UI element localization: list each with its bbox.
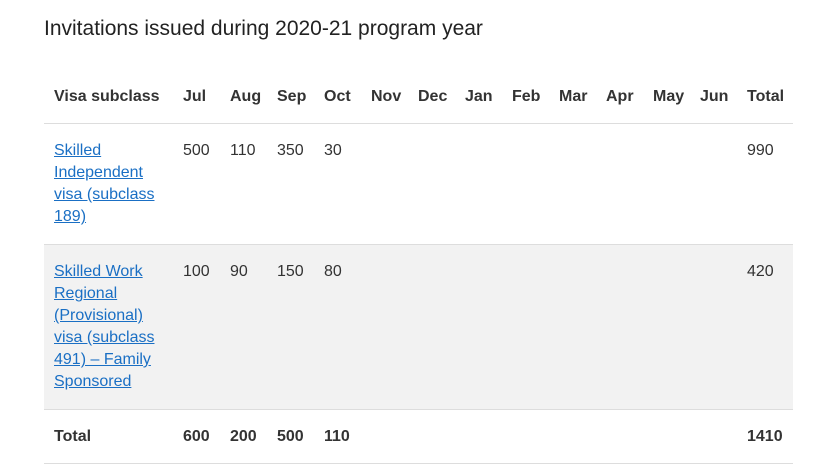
header-cell: Jul — [173, 70, 220, 124]
month-cell: 350 — [267, 123, 314, 245]
month-cell — [408, 123, 455, 245]
month-total-cell: 200 — [220, 409, 267, 464]
header-cell: Apr — [596, 70, 643, 124]
month-total-cell — [455, 409, 502, 464]
total-cell: 990 — [737, 123, 793, 245]
total-row: Total 600 200 500 110 1410 — [44, 409, 793, 464]
visa-link[interactable]: Skilled Independent visa (subclass 189) — [54, 142, 155, 225]
table-row: Skilled Independent visa (subclass 189) 5… — [44, 123, 793, 245]
total-label: Total — [44, 409, 173, 464]
visa-cell: Skilled Independent visa (subclass 189) — [44, 123, 173, 245]
header-cell: Jun — [690, 70, 737, 124]
month-cell — [643, 244, 690, 410]
page-title: Invitations issued during 2020-21 progra… — [44, 17, 483, 40]
month-total-cell — [408, 409, 455, 464]
month-cell — [643, 123, 690, 245]
month-cell — [361, 123, 408, 245]
month-cell — [690, 244, 737, 410]
header-cell: Visa subclass — [44, 70, 173, 124]
month-cell: 80 — [314, 244, 361, 410]
header-cell: Dec — [408, 70, 455, 124]
total-cell: 420 — [737, 244, 793, 410]
header-cell: Total — [737, 70, 793, 124]
month-total-cell — [361, 409, 408, 464]
header-cell: Jan — [455, 70, 502, 124]
month-total-cell: 110 — [314, 409, 361, 464]
month-cell: 110 — [220, 123, 267, 245]
month-total-cell — [690, 409, 737, 464]
month-cell — [408, 244, 455, 410]
header-cell: Nov — [361, 70, 408, 124]
month-cell — [455, 123, 502, 245]
month-cell: 90 — [220, 244, 267, 410]
month-total-cell: 600 — [173, 409, 220, 464]
month-total-cell — [549, 409, 596, 464]
month-cell: 150 — [267, 244, 314, 410]
header-cell: Oct — [314, 70, 361, 124]
table-body: Skilled Independent visa (subclass 189) 5… — [44, 123, 793, 410]
month-cell — [596, 123, 643, 245]
month-total-cell — [502, 409, 549, 464]
table-row: Skilled Work Regional (Provisional) visa… — [44, 244, 793, 410]
month-total-cell — [596, 409, 643, 464]
month-cell — [596, 244, 643, 410]
header-cell: Aug — [220, 70, 267, 124]
visa-cell: Skilled Work Regional (Provisional) visa… — [44, 244, 173, 410]
month-cell — [455, 244, 502, 410]
month-cell — [690, 123, 737, 245]
month-cell — [361, 244, 408, 410]
invitations-table: Visa subclass Jul Aug Sep Oct Nov Dec Jan Feb Mar… — [44, 70, 793, 464]
month-cell: 500 — [173, 123, 220, 245]
header-cell: Mar — [549, 70, 596, 124]
month-cell: 30 — [314, 123, 361, 245]
month-cell — [502, 244, 549, 410]
month-cell — [502, 123, 549, 245]
header-cell: May — [643, 70, 690, 124]
header-row: Visa subclass Jul Aug Sep Oct Nov Dec Jan Feb Mar… — [44, 70, 793, 124]
month-total-cell — [643, 409, 690, 464]
header-cell: Sep — [267, 70, 314, 124]
month-cell: 100 — [173, 244, 220, 410]
month-total-cell: 500 — [267, 409, 314, 464]
month-cell — [549, 244, 596, 410]
month-cell — [549, 123, 596, 245]
header-cell: Feb — [502, 70, 549, 124]
visa-link[interactable]: Skilled Work Regional (Provisional) visa… — [54, 263, 155, 390]
grand-total-cell: 1410 — [737, 409, 793, 464]
